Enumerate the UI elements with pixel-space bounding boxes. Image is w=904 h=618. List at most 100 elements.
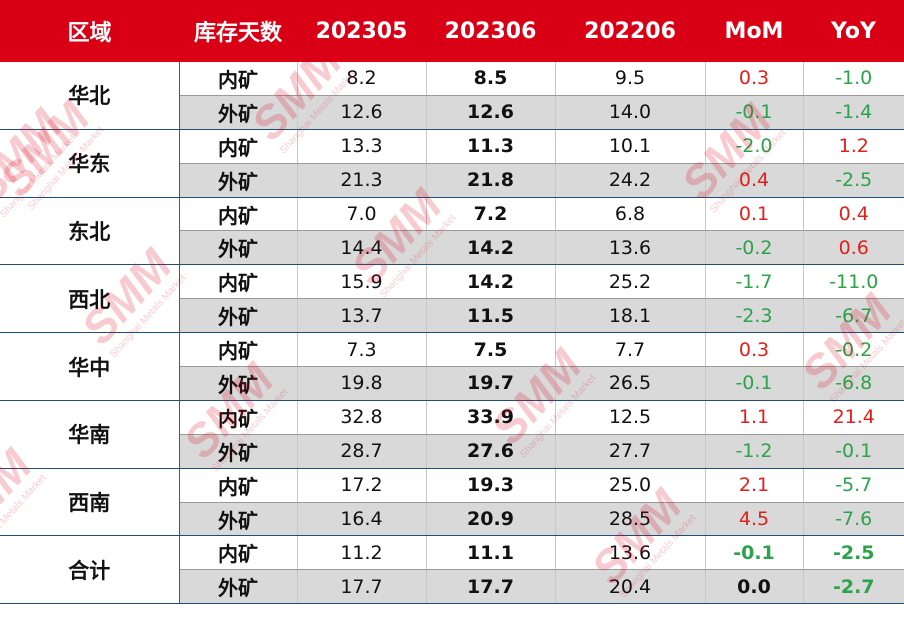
header-202306: 202306 [426, 0, 555, 62]
cell-mom: -0.1 [705, 95, 804, 130]
ore-type-label: 内矿 [179, 468, 298, 503]
cell-yoy: -6.8 [803, 366, 904, 401]
cell-v2206: 7.7 [555, 332, 706, 368]
cell-yoy: -0.1 [803, 434, 904, 469]
cell-v2305: 11.2 [297, 535, 427, 571]
cell-v2306: 21.8 [426, 163, 556, 198]
header-202206: 202206 [555, 0, 705, 62]
cell-mom: -0.2 [705, 230, 804, 266]
cell-v2306: 11.1 [426, 535, 556, 571]
header-mom: MoM [705, 0, 803, 62]
cell-v2305: 8.2 [297, 62, 427, 96]
cell-v2206: 20.4 [555, 569, 706, 605]
header-yoy: YoY [803, 0, 904, 62]
cell-mom: 0.1 [705, 197, 804, 232]
table-row: 合计 内矿 11.2 11.1 13.6 -0.1 -2.5 [0, 535, 904, 605]
region-name: 华北 [0, 62, 180, 130]
ore-type-label: 外矿 [179, 95, 298, 130]
cell-yoy: 0.6 [803, 230, 904, 266]
cell-v2306: 19.3 [426, 468, 556, 503]
cell-v2305: 19.8 [297, 366, 427, 401]
cell-v2306: 11.3 [426, 129, 556, 164]
cell-mom: 0.4 [705, 163, 804, 198]
cell-mom: 1.1 [705, 400, 804, 435]
cell-v2305: 7.0 [297, 197, 427, 232]
cell-mom: -2.0 [705, 129, 804, 164]
cell-v2306: 14.2 [426, 264, 556, 300]
table-row: 华中 内矿 7.3 7.5 7.7 0.3 -0.2 [0, 332, 904, 401]
cell-v2305: 13.7 [297, 298, 427, 334]
table-body: 华北 内矿 8.2 8.5 9.5 0.3 -1.0 外矿 12.6 12.6 14.0 -0.1 -1… [0, 62, 904, 605]
ore-type-label: 外矿 [179, 298, 298, 334]
ore-type-label: 内矿 [179, 332, 298, 368]
cell-v2206: 24.2 [555, 163, 706, 198]
ore-type-label: 外矿 [179, 502, 298, 537]
table-row: 外矿 28.7 27.6 27.7 -1.2 -0.1 [0, 434, 904, 469]
region-name: 华中 [0, 332, 180, 401]
ore-type-label: 外矿 [179, 163, 298, 198]
cell-mom: -1.2 [705, 434, 804, 469]
cell-v2305: 15.9 [297, 264, 427, 300]
cell-yoy: -6.7 [803, 298, 904, 334]
table-row: 外矿 19.8 19.7 26.5 -0.1 -6.8 [0, 366, 904, 401]
cell-v2206: 26.5 [555, 366, 706, 401]
header-inventory-days: 库存天数 [179, 0, 297, 62]
cell-mom: 0.3 [705, 332, 804, 368]
cell-v2206: 18.1 [555, 298, 706, 334]
header-region: 区域 [0, 0, 179, 62]
cell-yoy: 21.4 [803, 400, 904, 435]
table-row: 外矿 21.3 21.8 24.2 0.4 -2.5 [0, 163, 904, 198]
cell-v2306: 7.2 [426, 197, 556, 232]
cell-v2306: 12.6 [426, 95, 556, 130]
table-row: 外矿 16.4 20.9 28.5 4.5 -7.6 [0, 502, 904, 537]
cell-mom: 0.3 [705, 62, 804, 96]
table-row: 西北 内矿 15.9 14.2 25.2 -1.7 -11.0 [0, 264, 904, 334]
cell-mom: -1.7 [705, 264, 804, 300]
header-202305: 202305 [297, 0, 426, 62]
cell-mom: -2.3 [705, 298, 804, 334]
cell-yoy: -1.0 [803, 62, 904, 96]
cell-mom: -0.1 [705, 535, 804, 571]
cell-yoy: -2.5 [803, 163, 904, 198]
cell-v2206: 14.0 [555, 95, 706, 130]
cell-v2206: 27.7 [555, 434, 706, 469]
cell-v2206: 9.5 [555, 62, 706, 96]
cell-yoy: -11.0 [803, 264, 904, 300]
cell-v2306: 19.7 [426, 366, 556, 401]
cell-yoy: 0.4 [803, 197, 904, 232]
cell-v2206: 28.5 [555, 502, 706, 537]
cell-v2305: 16.4 [297, 502, 427, 537]
region-name: 西南 [0, 468, 180, 537]
region-name: 东北 [0, 197, 180, 266]
cell-v2306: 33.9 [426, 400, 556, 435]
ore-type-label: 内矿 [179, 535, 298, 571]
cell-v2306: 27.6 [426, 434, 556, 469]
cell-v2306: 11.5 [426, 298, 556, 334]
table-row: 外矿 14.4 14.2 13.6 -0.2 0.6 [0, 230, 904, 266]
cell-v2305: 17.7 [297, 569, 427, 605]
cell-v2305: 17.2 [297, 468, 427, 503]
cell-yoy: -1.4 [803, 95, 904, 130]
ore-type-label: 外矿 [179, 230, 298, 266]
cell-yoy: -5.7 [803, 468, 904, 503]
ore-type-label: 外矿 [179, 366, 298, 401]
region-name: 华东 [0, 129, 180, 198]
ore-type-label: 内矿 [179, 264, 298, 300]
cell-v2305: 12.6 [297, 95, 427, 130]
cell-v2206: 6.8 [555, 197, 706, 232]
cell-v2306: 20.9 [426, 502, 556, 537]
cell-yoy: 1.2 [803, 129, 904, 164]
ore-type-label: 内矿 [179, 197, 298, 232]
table-row: 华北 内矿 8.2 8.5 9.5 0.3 -1.0 [0, 62, 904, 130]
cell-v2306: 14.2 [426, 230, 556, 266]
cell-v2306: 8.5 [426, 62, 556, 96]
cell-v2305: 28.7 [297, 434, 427, 469]
ore-type-label: 内矿 [179, 62, 298, 96]
cell-mom: 2.1 [705, 468, 804, 503]
cell-v2206: 10.1 [555, 129, 706, 164]
inventory-days-table: 区域 库存天数 202305 202306 202206 MoM YoY 华北内… [0, 0, 904, 605]
table-row: 西南 内矿 17.2 19.3 25.0 2.1 -5.7 [0, 468, 904, 537]
cell-yoy: -0.2 [803, 332, 904, 368]
cell-v2305: 7.3 [297, 332, 427, 368]
table-row: 华南 内矿 32.8 33.9 12.5 1.1 21.4 [0, 400, 904, 469]
